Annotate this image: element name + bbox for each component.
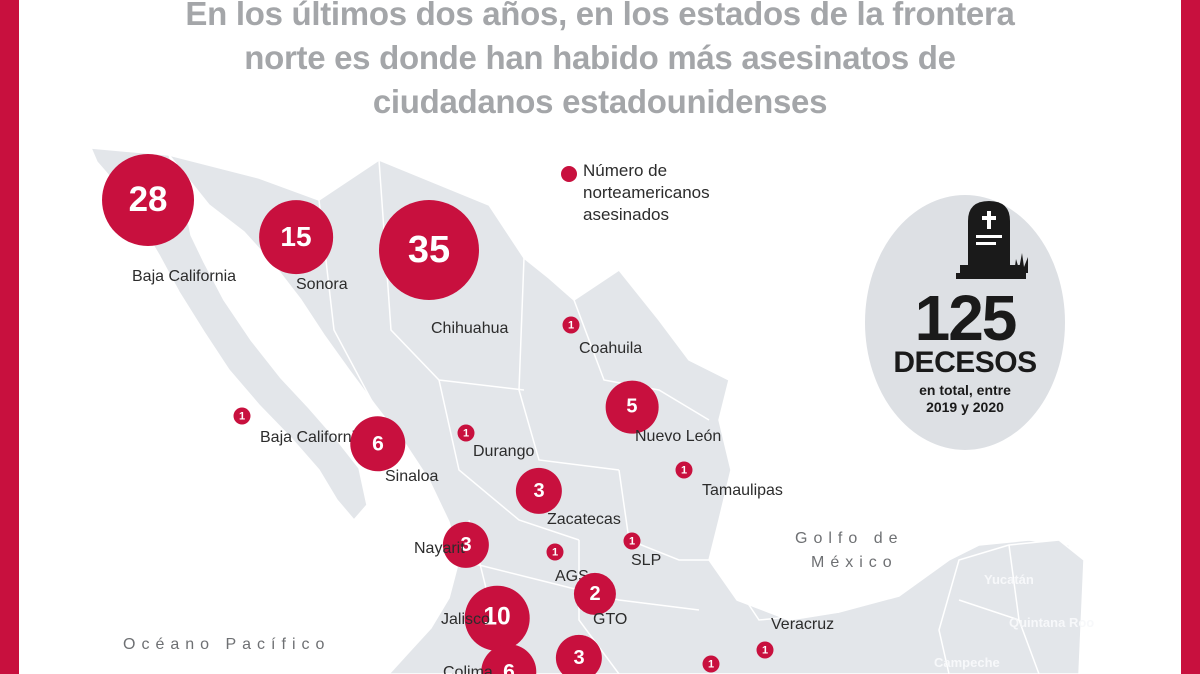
faint-state-label: Quintana Roo xyxy=(1009,615,1094,630)
state-label: Nayarit xyxy=(414,540,465,557)
state-label: Nuevo León xyxy=(635,428,722,445)
legend-line: norteamericanos xyxy=(583,183,710,202)
infographic-panel: En los últimos dos años, en los estados … xyxy=(19,0,1181,674)
state-label: Coahuila xyxy=(579,340,643,357)
state-bubble: 35 xyxy=(379,200,479,300)
state-bubble: 3 xyxy=(515,467,563,515)
state-bubble: 6 xyxy=(350,416,406,472)
state-borders xyxy=(578,540,620,674)
state-borders xyxy=(718,559,840,621)
state-bubble: 2 xyxy=(573,572,617,616)
state-bubble: 1 xyxy=(623,532,641,550)
tombstone-icon xyxy=(956,201,1028,279)
headline: En los últimos dos años, en los estados … xyxy=(19,0,1181,124)
total-caption-line: 2019 y 2020 xyxy=(926,399,1004,415)
state-label: Durango xyxy=(473,443,535,460)
state-label: GTO xyxy=(593,611,628,628)
state-bubble: 1 xyxy=(562,316,580,334)
total-caption-line: en total, entre xyxy=(919,382,1011,398)
legend-dot-icon xyxy=(561,166,577,182)
total-value: 125 xyxy=(914,282,1018,354)
headline-line: En los últimos dos años, en los estados … xyxy=(185,0,1015,32)
state-label: Veracruz xyxy=(771,616,835,633)
faint-state-label: Yucatán xyxy=(984,572,1034,587)
state-label: Tamaulipas xyxy=(702,482,783,499)
faint-state-label: Campeche xyxy=(934,655,1000,670)
legend-text: Número de norteamericanos asesinados xyxy=(583,160,783,226)
gulf-label-line: Golfo de xyxy=(795,530,904,547)
state-borders xyxy=(518,257,620,471)
pacific-label: Océano Pacífico xyxy=(123,636,331,653)
state-bubble: 5 xyxy=(605,380,659,434)
state-bubble: 1 xyxy=(756,641,774,659)
state-label: Jalisco xyxy=(441,611,490,628)
headline-line: norte es donde han habido más asesinatos… xyxy=(244,39,956,76)
state-bubble: 10 xyxy=(464,585,530,651)
total-unit: DECESOS xyxy=(893,346,1037,379)
state-borders xyxy=(438,379,580,541)
total-caption: en total, entre 2019 y 2020 xyxy=(865,382,1065,416)
state-bubble: 28 xyxy=(102,154,194,246)
state-bubble: 1 xyxy=(702,655,720,673)
state-bubble: 1 xyxy=(457,424,475,442)
state-label: Chihuahua xyxy=(431,320,509,337)
state-bubble: 3 xyxy=(555,634,603,674)
state-label: Zacatecas xyxy=(547,511,621,528)
gulf-label-line: México xyxy=(811,554,898,571)
state-bubble: 1 xyxy=(233,407,251,425)
yucatan-peninsula xyxy=(938,539,1085,674)
state-borders xyxy=(618,469,719,561)
state-borders xyxy=(958,599,1020,621)
state-label: Sinaloa xyxy=(385,468,439,485)
state-label: Baja California xyxy=(132,268,237,285)
state-bubble: 15 xyxy=(259,200,333,274)
total-badge xyxy=(865,195,1065,450)
state-bubble: 1 xyxy=(546,543,564,561)
headline-line: ciudadanos estadounidenses xyxy=(372,83,828,120)
state-label: Colima xyxy=(443,664,493,674)
state-label: SLP xyxy=(631,552,662,569)
legend-line: asesinados xyxy=(583,205,670,224)
state-bubble: 3 xyxy=(442,521,490,569)
state-label: Sonora xyxy=(296,276,348,293)
legend-line: Número de xyxy=(583,161,668,180)
state-bubble: 1 xyxy=(675,461,693,479)
